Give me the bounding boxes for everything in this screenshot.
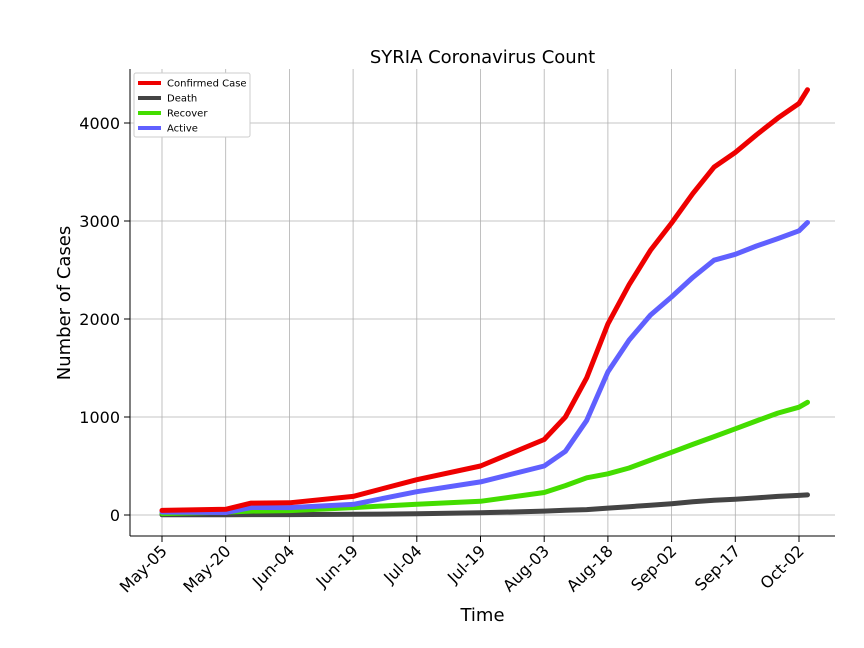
y-tick-label: 4000 [79, 114, 120, 133]
x-tick-label: Jun-04 [248, 541, 298, 591]
legend: Confirmed Case Death Recover Active [133, 72, 251, 138]
y-tick-label: 1000 [79, 408, 120, 427]
x-tick-label: May-20 [179, 541, 234, 596]
series-line-death [159, 492, 810, 518]
y-axis-label: Number of Cases [54, 226, 75, 381]
x-tick-label: May-05 [116, 541, 171, 596]
x-tick-label: Jun-19 [312, 541, 362, 591]
legend-label: Active [167, 124, 198, 135]
x-tick-label: Sep-02 [627, 541, 680, 594]
x-tick-label: Sep-17 [691, 541, 744, 594]
legend-label: Death [167, 94, 197, 105]
x-axis-ticks: May-05 May-20 Jun-04 Jun-19 Jul-04 Jul-19 Aug-… [116, 536, 808, 597]
x-axis-label: Time [459, 605, 504, 626]
legend-label: Recover [167, 109, 208, 120]
chart-title: SYRIA Coronavirus Count [370, 47, 595, 68]
x-tick-label: Jul-19 [443, 541, 489, 587]
series-line-active [159, 220, 810, 515]
y-tick-label: 0 [110, 506, 120, 525]
legend-label: Confirmed Case [167, 79, 247, 90]
series-line-confirmed-case [159, 87, 810, 513]
x-tick-label: Oct-02 [756, 541, 807, 592]
y-tick-label: 3000 [79, 212, 120, 231]
series-line-recover [159, 399, 810, 517]
x-tick-label: Jul-04 [379, 541, 425, 587]
y-axis-ticks: 0 1000 2000 3000 4000 [79, 114, 130, 525]
axes [129, 69, 835, 537]
x-tick-label: Aug-18 [563, 541, 617, 595]
series-lines [159, 87, 810, 518]
y-tick-label: 2000 [79, 310, 120, 329]
legend-box [133, 72, 251, 138]
x-tick-label: Aug-03 [499, 541, 553, 595]
